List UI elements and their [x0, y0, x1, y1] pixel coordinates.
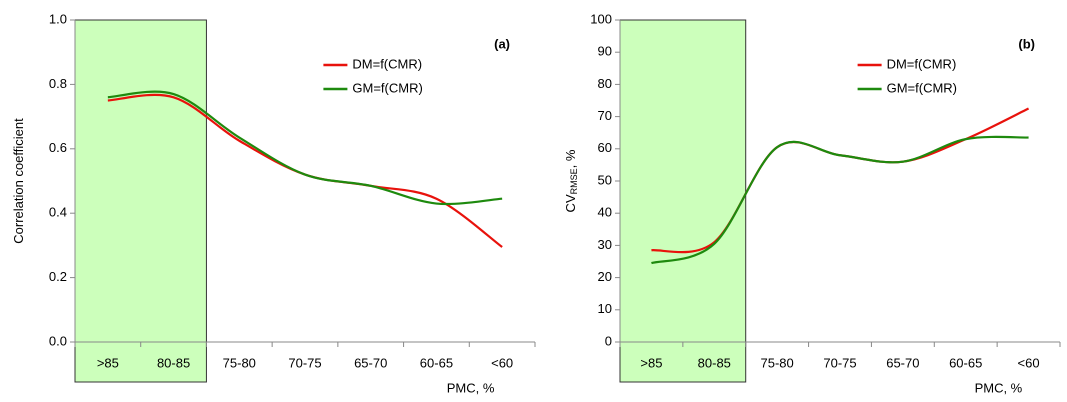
highlight-region [619, 19, 747, 383]
y-tick-label: 40 [598, 205, 612, 220]
x-tick-label: 60-65 [420, 355, 453, 370]
legend-label: GM=f(CMR) [887, 80, 957, 95]
y-axis-label-part: CV [563, 194, 578, 212]
y-tick-label: 30 [598, 237, 612, 252]
y-axis-label-part: Correlation coefficient [11, 118, 26, 244]
x-tick-label: 75-80 [223, 355, 256, 370]
y-tick-label: 10 [598, 301, 612, 316]
x-tick-label: >85 [97, 355, 119, 370]
x-tick-label: 80-85 [157, 355, 190, 370]
y-tick-label: 0.8 [49, 76, 67, 91]
y-tick-label: 60 [598, 140, 612, 155]
legend-label: DM=f(CMR) [887, 56, 957, 71]
x-tick-label: 75-80 [761, 355, 794, 370]
y-tick-label: 0.6 [49, 140, 67, 155]
x-tick-label: 60-65 [949, 355, 982, 370]
y-tick-label: 0 [605, 333, 612, 348]
x-axis-label: PMC, % [975, 380, 1023, 395]
x-tick-label: <60 [491, 355, 513, 370]
x-tick-label: 70-75 [288, 355, 321, 370]
x-tick-label: 80-85 [698, 355, 731, 370]
y-tick-label: 70 [598, 108, 612, 123]
x-tick-label: 65-70 [354, 355, 387, 370]
x-tick-label: >85 [640, 355, 662, 370]
y-axis-label: Correlation coefficient [11, 118, 26, 244]
x-tick-label: 70-75 [823, 355, 856, 370]
legend-label: GM=f(CMR) [352, 80, 422, 95]
y-tick-label: 90 [598, 44, 612, 59]
y-tick-label: 0.4 [49, 205, 67, 220]
x-tick-label: <60 [1018, 355, 1040, 370]
series-line [651, 135, 1029, 265]
annotation: (a) [494, 36, 510, 51]
y-tick-label: 20 [598, 269, 612, 284]
y-tick-label: 100 [590, 11, 612, 26]
y-tick-label: 80 [598, 76, 612, 91]
legend-label: DM=f(CMR) [352, 56, 422, 71]
y-axis-label-part: RMSE [569, 168, 579, 194]
annotation: (b) [1018, 36, 1035, 51]
y-tick-label: 50 [598, 172, 612, 187]
y-axis-label: CVRMSE, % [563, 149, 579, 212]
series-line [107, 90, 503, 206]
x-tick-label: 65-70 [886, 355, 919, 370]
y-tick-label: 0.2 [49, 269, 67, 284]
x-axis-label: PMC, % [447, 380, 495, 395]
y-axis-label-part: , % [563, 149, 578, 168]
y-tick-label: 0.0 [49, 333, 67, 348]
highlight-region [74, 19, 207, 383]
y-tick-label: 1.0 [49, 11, 67, 26]
